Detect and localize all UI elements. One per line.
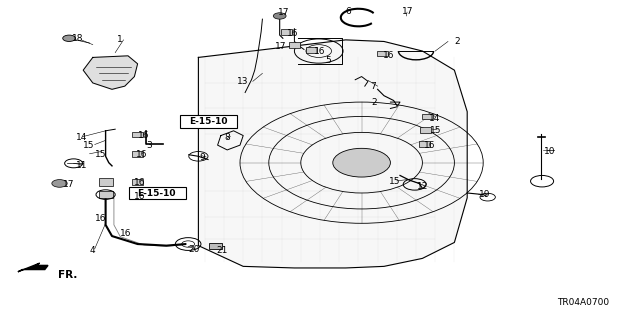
Text: 11: 11: [76, 161, 87, 170]
Text: 17: 17: [63, 180, 74, 189]
FancyBboxPatch shape: [281, 29, 292, 35]
Text: E-15-10: E-15-10: [189, 117, 227, 126]
Text: 6: 6: [346, 7, 351, 16]
FancyBboxPatch shape: [377, 51, 388, 56]
Text: 15: 15: [95, 150, 106, 159]
FancyBboxPatch shape: [422, 114, 433, 119]
FancyBboxPatch shape: [99, 191, 113, 198]
FancyBboxPatch shape: [180, 115, 237, 128]
Circle shape: [273, 13, 286, 19]
Text: 5: 5: [325, 56, 331, 65]
Text: FR.: FR.: [58, 270, 77, 280]
Text: 18: 18: [72, 34, 84, 43]
Text: 16: 16: [134, 178, 146, 187]
Circle shape: [52, 180, 67, 187]
Text: 17: 17: [278, 8, 290, 17]
Text: 13: 13: [237, 77, 248, 86]
Text: 14: 14: [429, 114, 440, 122]
Text: 16: 16: [134, 192, 146, 201]
Text: 4: 4: [90, 246, 95, 255]
Text: 7: 7: [370, 82, 376, 91]
FancyBboxPatch shape: [289, 42, 300, 48]
Text: 16: 16: [138, 131, 149, 140]
FancyBboxPatch shape: [132, 132, 143, 137]
Text: 3: 3: [146, 141, 152, 150]
Text: 16: 16: [287, 29, 298, 38]
Text: 9: 9: [200, 153, 205, 162]
Text: 15: 15: [388, 177, 400, 186]
Text: 17: 17: [402, 7, 413, 16]
Text: 12: 12: [417, 182, 429, 191]
Text: 14: 14: [76, 133, 87, 142]
FancyBboxPatch shape: [132, 151, 143, 157]
Text: 16: 16: [136, 150, 148, 159]
FancyBboxPatch shape: [132, 179, 143, 185]
Text: E-15-10: E-15-10: [138, 189, 176, 198]
Polygon shape: [18, 263, 48, 272]
Circle shape: [63, 35, 76, 41]
FancyBboxPatch shape: [99, 178, 113, 186]
FancyBboxPatch shape: [420, 127, 431, 133]
FancyBboxPatch shape: [306, 47, 317, 53]
Text: 16: 16: [424, 141, 435, 150]
Text: 19: 19: [479, 190, 490, 199]
Text: 16: 16: [120, 229, 132, 238]
Polygon shape: [83, 56, 138, 89]
Text: TR04A0700: TR04A0700: [557, 298, 609, 307]
Text: 17: 17: [275, 42, 287, 51]
Text: 16: 16: [95, 214, 106, 223]
Text: 2: 2: [454, 37, 460, 46]
Text: 16: 16: [383, 51, 394, 60]
Polygon shape: [198, 40, 467, 268]
FancyBboxPatch shape: [129, 187, 186, 199]
FancyBboxPatch shape: [419, 141, 430, 147]
Circle shape: [333, 148, 390, 177]
Text: 16: 16: [314, 47, 325, 56]
FancyBboxPatch shape: [209, 243, 222, 249]
Text: 15: 15: [83, 141, 95, 150]
Text: 8: 8: [224, 133, 230, 142]
Text: 20: 20: [188, 245, 200, 254]
Text: 2: 2: [371, 98, 377, 107]
Text: 10: 10: [544, 147, 556, 156]
Text: 15: 15: [430, 126, 442, 135]
Text: 21: 21: [216, 246, 228, 255]
Text: 1: 1: [116, 35, 122, 44]
